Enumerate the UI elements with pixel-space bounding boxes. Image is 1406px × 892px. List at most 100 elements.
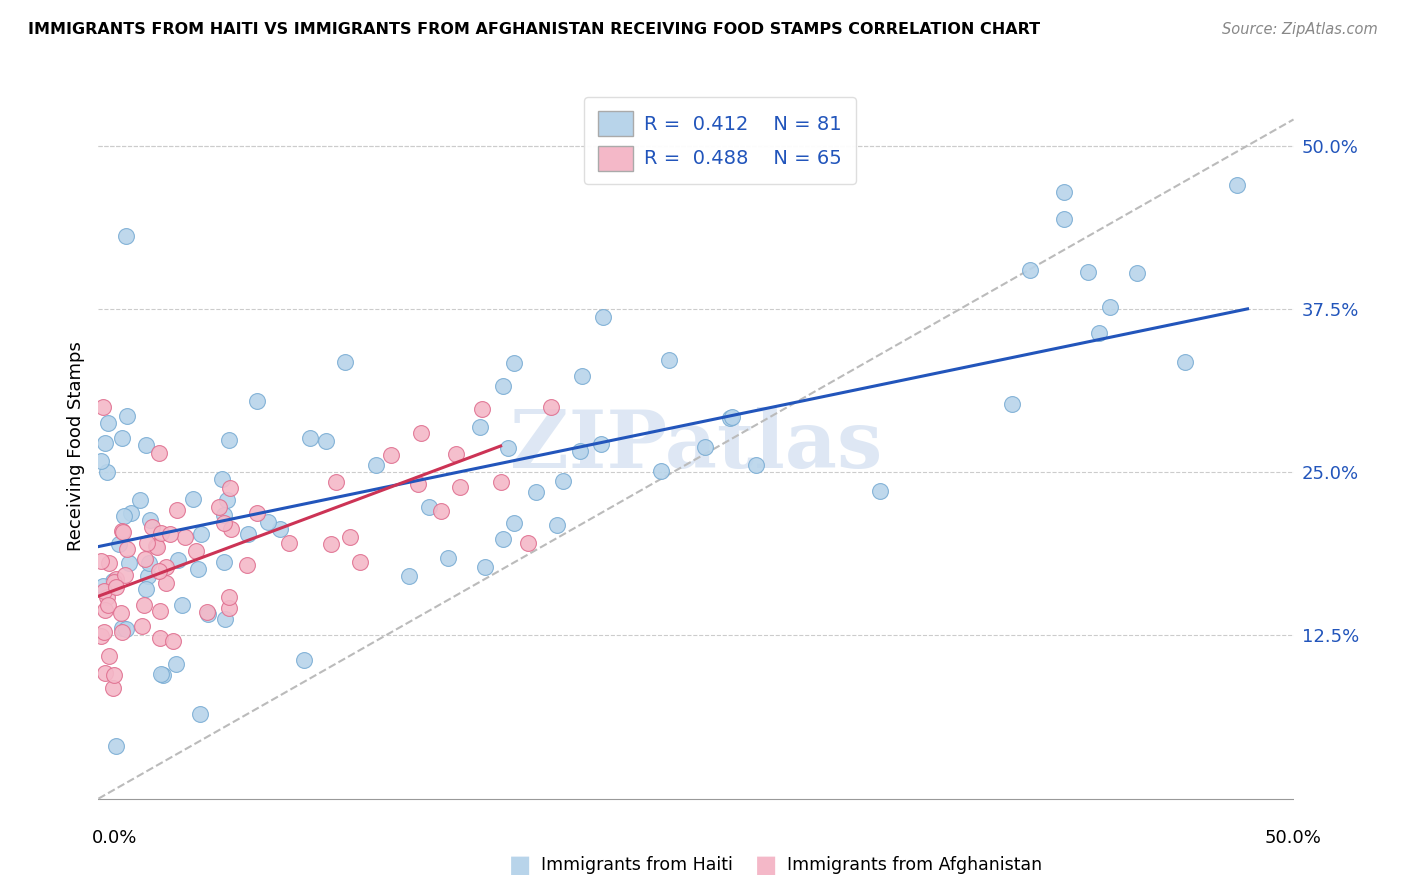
- Point: [195, 605, 218, 619]
- Y-axis label: Receiving Food Stamps: Receiving Food Stamps: [66, 341, 84, 551]
- Point: [503, 516, 526, 531]
- Point: [93, 603, 115, 617]
- Point: [517, 536, 540, 550]
- Point: [115, 541, 138, 556]
- Point: [111, 431, 134, 445]
- Point: [155, 576, 177, 591]
- Point: [524, 484, 547, 499]
- Point: [134, 598, 156, 612]
- Point: [278, 536, 301, 550]
- Point: [1018, 263, 1040, 277]
- Point: [218, 600, 240, 615]
- Point: [214, 612, 236, 626]
- Point: [1226, 178, 1249, 192]
- Point: [321, 537, 343, 551]
- Point: [112, 524, 135, 539]
- Point: [94, 436, 117, 450]
- Point: [94, 665, 117, 680]
- Point: [325, 475, 347, 489]
- Point: [436, 550, 458, 565]
- Point: [364, 458, 387, 472]
- Text: Source: ZipAtlas.com: Source: ZipAtlas.com: [1222, 22, 1378, 37]
- Point: [1088, 326, 1111, 340]
- Point: [218, 434, 240, 448]
- Point: [111, 621, 134, 635]
- Point: [211, 472, 233, 486]
- Point: [128, 493, 150, 508]
- Point: [135, 582, 157, 597]
- Point: [236, 558, 259, 572]
- Point: [90, 629, 112, 643]
- Point: [212, 508, 235, 522]
- Text: IMMIGRANTS FROM HAITI VS IMMIGRANTS FROM AFGHANISTAN RECEIVING FOOD STAMPS CORRE: IMMIGRANTS FROM HAITI VS IMMIGRANTS FROM…: [28, 22, 1040, 37]
- Point: [93, 400, 115, 414]
- Point: [212, 516, 235, 530]
- Point: [569, 444, 592, 458]
- Point: [165, 657, 187, 671]
- Point: [90, 554, 112, 568]
- Point: [115, 409, 138, 424]
- Point: [869, 484, 891, 499]
- Point: [246, 506, 269, 520]
- Point: [111, 524, 134, 538]
- Point: [184, 544, 207, 558]
- Point: [339, 531, 361, 545]
- Point: [131, 619, 153, 633]
- Point: [187, 561, 209, 575]
- Point: [93, 625, 115, 640]
- Point: [546, 518, 568, 533]
- Point: [430, 504, 453, 518]
- Point: [1001, 396, 1024, 410]
- Point: [446, 447, 468, 461]
- Point: [91, 579, 114, 593]
- Point: [105, 739, 128, 754]
- Point: [138, 557, 160, 571]
- Point: [152, 667, 174, 681]
- Point: [115, 229, 138, 244]
- Point: [299, 431, 322, 445]
- Point: [1052, 185, 1074, 199]
- Point: [159, 527, 181, 541]
- Point: [149, 632, 172, 646]
- Text: 50.0%: 50.0%: [1265, 829, 1322, 847]
- Point: [110, 606, 132, 620]
- Point: [167, 553, 190, 567]
- Point: [114, 568, 136, 582]
- Point: [491, 475, 513, 489]
- Point: [553, 474, 575, 488]
- Point: [1126, 266, 1149, 280]
- Point: [218, 590, 240, 604]
- Point: [217, 492, 239, 507]
- Point: [141, 519, 163, 533]
- Text: Immigrants from Afghanistan: Immigrants from Afghanistan: [787, 856, 1042, 874]
- Point: [693, 440, 716, 454]
- Text: Immigrants from Haiti: Immigrants from Haiti: [541, 856, 733, 874]
- Point: [166, 503, 188, 517]
- Point: [257, 515, 280, 529]
- Point: [105, 580, 128, 594]
- Point: [115, 622, 138, 636]
- Text: ■: ■: [755, 854, 778, 877]
- Point: [148, 446, 170, 460]
- Point: [219, 481, 242, 495]
- Point: [146, 541, 169, 555]
- Point: [162, 633, 184, 648]
- Point: [214, 555, 236, 569]
- Point: [246, 393, 269, 408]
- Legend: R =  0.412    N = 81, R =  0.488    N = 65: R = 0.412 N = 81, R = 0.488 N = 65: [583, 97, 856, 185]
- Point: [190, 527, 212, 541]
- Point: [333, 355, 356, 369]
- Point: [181, 492, 204, 507]
- Point: [104, 572, 127, 586]
- Point: [292, 653, 315, 667]
- Point: [101, 681, 124, 696]
- Point: [139, 513, 162, 527]
- Point: [197, 607, 219, 621]
- Point: [238, 527, 260, 541]
- Point: [315, 434, 337, 448]
- Point: [492, 378, 515, 392]
- Point: [90, 454, 112, 468]
- Point: [498, 441, 520, 455]
- Point: [135, 438, 157, 452]
- Point: [149, 604, 172, 618]
